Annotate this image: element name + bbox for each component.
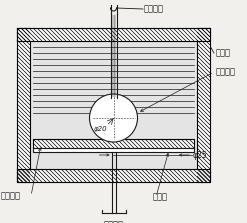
Text: 円板電極: 円板電極 [1, 192, 21, 200]
Bar [197, 28, 210, 182]
Bar [17, 169, 210, 182]
Text: リード線: リード線 [144, 4, 164, 14]
Bar [17, 28, 30, 182]
Text: 油そう: 油そう [216, 48, 231, 58]
Text: 球状電極: 球状電極 [216, 68, 236, 76]
Text: φ20: φ20 [94, 126, 107, 132]
Text: リード線: リード線 [103, 220, 124, 223]
Text: 試験片: 試験片 [153, 192, 168, 202]
Circle shape [89, 94, 138, 142]
Bar [33, 148, 194, 152]
Text: φ25: φ25 [193, 151, 208, 160]
Bar [33, 139, 194, 148]
Bar [17, 28, 210, 41]
Bar [30, 41, 197, 169]
